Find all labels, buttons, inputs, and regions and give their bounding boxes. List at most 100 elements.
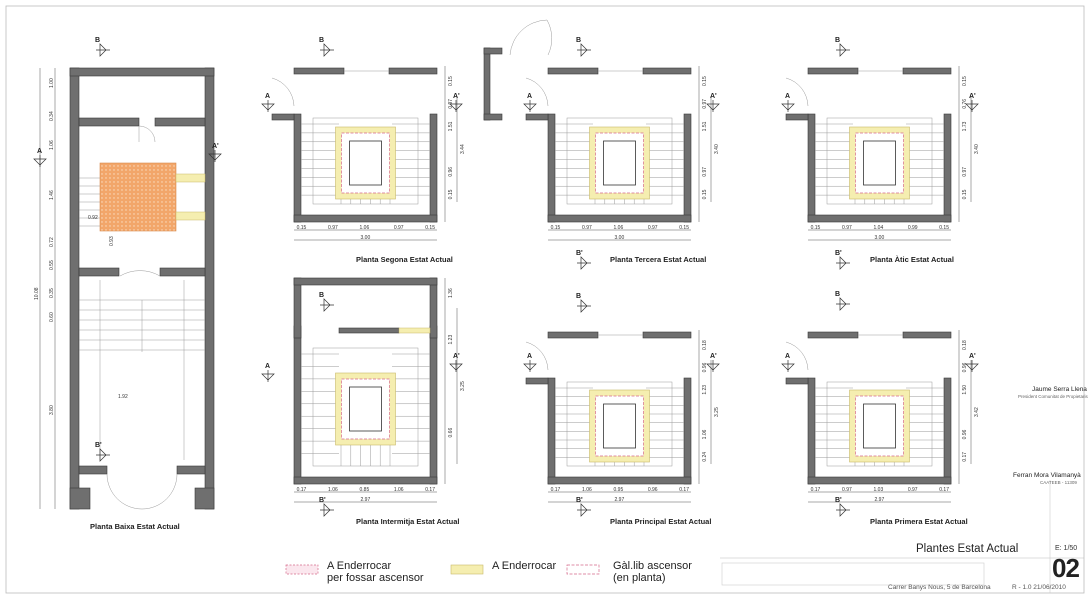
- section-mark: A: [781, 353, 795, 372]
- mark-label: B: [835, 37, 840, 44]
- dim-v: 0.18: [962, 340, 968, 350]
- legend-swatch-lift: [285, 564, 319, 575]
- mark-label: A': [969, 353, 976, 360]
- mark-arrow: [706, 100, 720, 112]
- dim-v: 1.06: [702, 429, 708, 439]
- wall: [293, 214, 438, 223]
- legend-label-3: Gàl.lib ascensor (en planta): [613, 560, 692, 584]
- wall: [807, 214, 952, 223]
- dim-v: 0.97: [702, 99, 708, 109]
- signature-role-1: President Comunitat de Propietaris: [1018, 394, 1088, 399]
- mark-arrow: [965, 360, 979, 372]
- gf-dim-1: 0.34: [49, 111, 55, 121]
- wall: [293, 277, 438, 286]
- dim-h: 1.06: [360, 225, 370, 231]
- wall: [293, 67, 345, 75]
- section-mark: A': [965, 353, 979, 372]
- legend-label-1-line2: per fossar ascensor: [327, 572, 424, 584]
- stair-outline: [826, 381, 933, 467]
- mark-arrow: [33, 155, 47, 167]
- mark-arrow: [208, 150, 222, 162]
- wall: [293, 113, 302, 223]
- mark-arrow: [449, 100, 463, 112]
- gf-dim-8: 3.80: [49, 405, 55, 415]
- door-arc: [785, 341, 809, 371]
- wall: [547, 476, 692, 485]
- dim-v: 1.51: [448, 121, 454, 131]
- signature-role-2: CAATEEB - 11309: [1040, 480, 1077, 485]
- wall: [429, 277, 438, 339]
- mark-label: A': [212, 143, 219, 150]
- gf-dim-2: 1.06: [49, 140, 55, 150]
- mark-label: B': [576, 250, 583, 257]
- dim-h: 0.17: [297, 487, 307, 493]
- mark-arrow: [96, 43, 110, 57]
- mark-label: A: [527, 93, 532, 100]
- legend-label-2: A Enderrocar: [492, 560, 557, 572]
- mark-arrow: [320, 503, 334, 517]
- section-mark: A: [523, 93, 537, 112]
- plan-segona: 0.15 0.97 1.06 0.97 0.153.000.150.971.513.44…: [271, 66, 466, 264]
- section-mark: B': [95, 442, 110, 462]
- section-mark: B: [319, 37, 334, 57]
- dim-v: 0.76: [962, 99, 968, 109]
- dim-total: 3.00: [875, 235, 885, 241]
- caption-tercera: Planta Tercera Estat Actual: [610, 255, 706, 264]
- dim-v: 0.18: [702, 340, 708, 350]
- mark-arrow: [836, 256, 850, 270]
- dim-total: 3.00: [361, 235, 371, 241]
- dim-h: 0.97: [328, 225, 338, 231]
- wall: [807, 476, 952, 485]
- gf-dim-7: 0.60: [49, 312, 55, 322]
- mark-arrow: [781, 360, 795, 372]
- plan-ground-floor: [39, 67, 215, 510]
- dim-v: 0.24: [702, 452, 708, 462]
- dim-h: 1.06: [328, 487, 338, 493]
- mark-label: B: [576, 293, 581, 300]
- mark-label: A': [969, 93, 976, 100]
- dim-v: 0.15: [448, 189, 454, 199]
- section-mark: A': [965, 93, 979, 112]
- wall: [642, 67, 692, 75]
- section-mark: B': [835, 250, 850, 270]
- landing-wall: [525, 377, 549, 385]
- mark-arrow: [577, 43, 591, 57]
- dim-h: 0.17: [939, 487, 949, 493]
- dim-v: 1.51: [702, 121, 708, 131]
- wall: [943, 377, 952, 485]
- mark-label: B: [835, 291, 840, 298]
- dim-h: 0.97: [582, 225, 592, 231]
- dim-v: 3.25: [714, 407, 720, 417]
- dim-h: 0.97: [394, 225, 404, 231]
- dim-v: 0.15: [448, 76, 454, 86]
- section-mark: A: [261, 93, 275, 112]
- wall: [683, 377, 692, 485]
- dim-h: 0.85: [360, 487, 370, 493]
- dim-h: 0.15: [297, 225, 307, 231]
- mark-label: A: [265, 363, 270, 370]
- mark-label: B: [319, 37, 324, 44]
- wall: [293, 325, 302, 485]
- dim-v: 0.15: [962, 76, 968, 86]
- mark-arrow: [577, 503, 591, 517]
- wall: [429, 325, 438, 485]
- mark-label: A': [710, 353, 717, 360]
- section-mark: A: [523, 353, 537, 372]
- address: Carrer Banys Nous, 5 de Barcelona: [888, 584, 991, 591]
- dim-total: 2.97: [361, 497, 371, 503]
- wall: [902, 67, 952, 75]
- legend-label-3-line2: (en planta): [613, 572, 666, 584]
- dim-h: 0.95: [614, 487, 624, 493]
- wall: [807, 377, 816, 485]
- dim-v: 0.96: [962, 429, 968, 439]
- legend-label-1-line1: A Enderrocar: [327, 560, 392, 572]
- lift-shaft: [349, 140, 382, 186]
- dim-h: 0.17: [551, 487, 561, 493]
- section-mark: A: [781, 93, 795, 112]
- ground-floor-dimensions: 1.00 0.34 1.06 1.46 0.72 0.55 0.35 0.60 3.80 10.0…: [34, 78, 180, 531]
- mark-label: A': [710, 93, 717, 100]
- section-mark: A': [449, 93, 463, 112]
- wall: [943, 113, 952, 223]
- section-mark: A: [33, 148, 47, 167]
- mark-arrow: [523, 100, 537, 112]
